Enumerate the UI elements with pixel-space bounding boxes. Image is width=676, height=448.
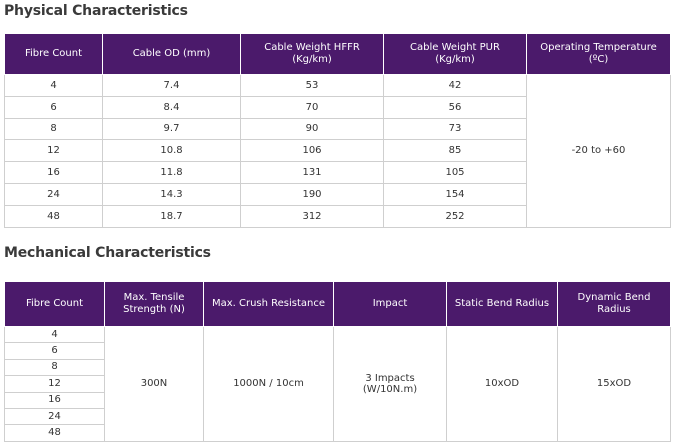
- cell-weight-pur: 154: [383, 182, 527, 206]
- cell-fibre-count: 4: [4, 74, 103, 97]
- mechanical-header-row: Fibre Count Max. Tensile Strength (N) Ma…: [4, 281, 671, 327]
- cell-fibre-count: 48: [4, 204, 103, 228]
- mechanical-section-title: Mechanical Characteristics: [4, 245, 211, 261]
- cell-tensile-strength: 300N: [104, 326, 204, 442]
- header-static-bend-radius: Static Bend Radius: [446, 281, 558, 327]
- cell-weight-pur: 85: [383, 139, 527, 163]
- cell-weight-pur: 56: [383, 95, 527, 119]
- cell-weight-pur: 73: [383, 117, 527, 141]
- cell-impact-line1: 3 Impacts: [365, 372, 415, 384]
- cell-cable-od: 9.7: [102, 117, 241, 141]
- header-weight-pur-line2: (Kg/km): [435, 54, 475, 65]
- cell-crush-resistance: 1000N / 10cm: [203, 326, 334, 442]
- table-row: 48 18.7 312 252: [4, 204, 671, 228]
- cell-impact-line2: (W/10N.m): [362, 383, 418, 395]
- cell-fibre-count: 16: [4, 391, 105, 409]
- physical-header-row: Fibre Count Cable OD (mm) Cable Weight H…: [4, 33, 671, 75]
- header-fibre-count: Fibre Count: [4, 281, 105, 327]
- mechanical-characteristics-table: Fibre Count Max. Tensile Strength (N) Ma…: [4, 281, 671, 442]
- table-row: 48: [4, 424, 671, 442]
- physical-section-title: Physical Characteristics: [4, 3, 188, 19]
- cell-fibre-count: 24: [4, 182, 103, 206]
- cell-weight-hffr: 70: [240, 95, 384, 119]
- cell-weight-pur: 252: [383, 204, 527, 228]
- header-op-temp-line1: Operating Temperature: [540, 42, 657, 53]
- header-operating-temperature: Operating Temperature (ºC): [526, 33, 671, 75]
- table-row: 24 14.3 190 154: [4, 182, 671, 206]
- cell-weight-pur: 42: [383, 74, 527, 97]
- header-fibre-count: Fibre Count: [4, 33, 103, 75]
- header-tensile-strength: Max. Tensile Strength (N): [104, 281, 204, 327]
- header-cable-od: Cable OD (mm): [102, 33, 241, 75]
- cell-dynamic-bend-radius: 15xOD: [557, 326, 671, 442]
- cell-fibre-count: 6: [4, 342, 105, 360]
- cell-weight-hffr: 106: [240, 139, 384, 163]
- header-weight-hffr-line1: Cable Weight HFFR: [264, 42, 360, 53]
- table-row: 6 8.4 70 56: [4, 95, 671, 119]
- cell-weight-pur: 105: [383, 161, 527, 184]
- header-crush-resistance: Max. Crush Resistance: [203, 281, 334, 327]
- cell-impact: 3 Impacts (W/10N.m): [333, 326, 447, 442]
- header-weight-pur: Cable Weight PUR (Kg/km): [383, 33, 527, 75]
- cell-fibre-count: 12: [4, 375, 105, 393]
- cell-operating-temperature: -20 to +60: [526, 74, 671, 228]
- header-tensile-line1: Max. Tensile: [123, 292, 185, 303]
- cell-fibre-count: 8: [4, 117, 103, 141]
- cell-cable-od: 8.4: [102, 95, 241, 119]
- header-dynamic-bend-line2: Radius: [597, 304, 631, 315]
- cell-weight-hffr: 53: [240, 74, 384, 97]
- cell-fibre-count: 16: [4, 161, 103, 184]
- cell-fibre-count: 8: [4, 358, 105, 377]
- header-weight-hffr: Cable Weight HFFR (Kg/km): [240, 33, 384, 75]
- table-row: 12 10.8 106 85: [4, 139, 671, 163]
- cell-fibre-count: 12: [4, 139, 103, 163]
- table-row: 4 7.4 53 42 -20 to +60: [4, 74, 671, 228]
- header-dynamic-bend-radius: Dynamic Bend Radius: [557, 281, 671, 327]
- header-tensile-line2: Strength (N): [123, 304, 185, 315]
- header-impact: Impact: [333, 281, 447, 327]
- cell-cable-od: 7.4: [102, 74, 241, 97]
- header-weight-hffr-line2: (Kg/km): [292, 54, 332, 65]
- cell-cable-od: 18.7: [102, 204, 241, 228]
- cell-cable-od: 11.8: [102, 161, 241, 184]
- cell-fibre-count: 24: [4, 407, 105, 426]
- cell-static-bend-radius: 10xOD: [446, 326, 558, 442]
- cell-cable-od: 10.8: [102, 139, 241, 163]
- table-row: 4 300N 1000N / 10cm 3 Impacts (W/10N.m) …: [4, 325, 671, 442]
- header-weight-pur-line1: Cable Weight PUR: [410, 42, 500, 53]
- cell-fibre-count: 4: [4, 325, 105, 344]
- header-op-temp-line2: (ºC): [588, 54, 609, 65]
- cell-fibre-count: 48: [4, 424, 105, 442]
- cell-weight-hffr: 131: [240, 161, 384, 184]
- header-dynamic-bend-line1: Dynamic Bend: [577, 292, 651, 303]
- physical-characteristics-table: Fibre Count Cable OD (mm) Cable Weight H…: [4, 33, 671, 228]
- cell-weight-hffr: 312: [240, 204, 384, 228]
- cell-cable-od: 14.3: [102, 182, 241, 206]
- cell-weight-hffr: 190: [240, 182, 384, 206]
- cell-weight-hffr: 90: [240, 117, 384, 141]
- cell-fibre-count: 6: [4, 95, 103, 119]
